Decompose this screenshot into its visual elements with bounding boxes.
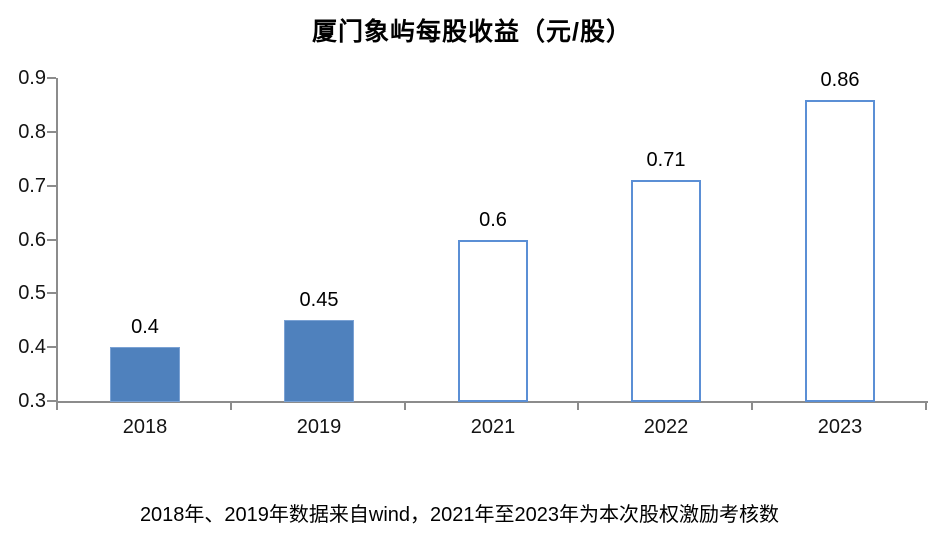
x-category-label: 2021 <box>470 416 516 438</box>
y-tick <box>47 400 56 402</box>
x-tick <box>925 401 927 410</box>
x-tick <box>56 401 58 410</box>
y-tick-label: 0.7 <box>18 174 46 197</box>
y-tick <box>47 346 56 349</box>
bar-value-label: 0.6 <box>479 209 507 231</box>
y-tick <box>47 184 56 187</box>
bar <box>110 347 180 402</box>
bar <box>805 100 875 402</box>
y-tick-label: 0.8 <box>18 120 46 143</box>
y-axis-line <box>56 78 58 410</box>
y-tick-label: 0.6 <box>18 228 46 251</box>
y-tick <box>47 77 56 79</box>
x-axis-line <box>56 401 928 403</box>
bar-value-label: 0.45 <box>299 289 339 311</box>
y-tick <box>47 130 56 133</box>
x-tick <box>404 401 406 410</box>
bar <box>284 320 354 402</box>
bar-value-label: 0.4 <box>131 316 159 338</box>
x-tick <box>751 401 753 410</box>
y-tick <box>47 238 56 241</box>
y-tick-label: 0.5 <box>18 282 46 305</box>
source-note: 2018年、2019年数据来自wind，2021年至2023年为本次股权激励考核… <box>139 504 780 526</box>
bar <box>458 240 528 402</box>
bar-value-label: 0.86 <box>820 69 860 91</box>
chart-title: 厦门象屿每股收益（元/股） <box>312 18 632 46</box>
bar <box>631 180 701 402</box>
x-tick <box>577 401 579 410</box>
y-tick-label: 0.4 <box>18 336 46 359</box>
x-category-label: 2023 <box>817 416 863 438</box>
x-category-label: 2018 <box>122 416 168 438</box>
x-category-label: 2022 <box>643 416 689 438</box>
x-tick <box>230 401 232 410</box>
bar-value-label: 0.71 <box>646 149 686 171</box>
y-tick-label: 0.9 <box>18 67 46 89</box>
y-tick <box>47 292 56 295</box>
y-tick-label: 0.3 <box>18 390 46 412</box>
x-category-label: 2019 <box>296 416 342 438</box>
